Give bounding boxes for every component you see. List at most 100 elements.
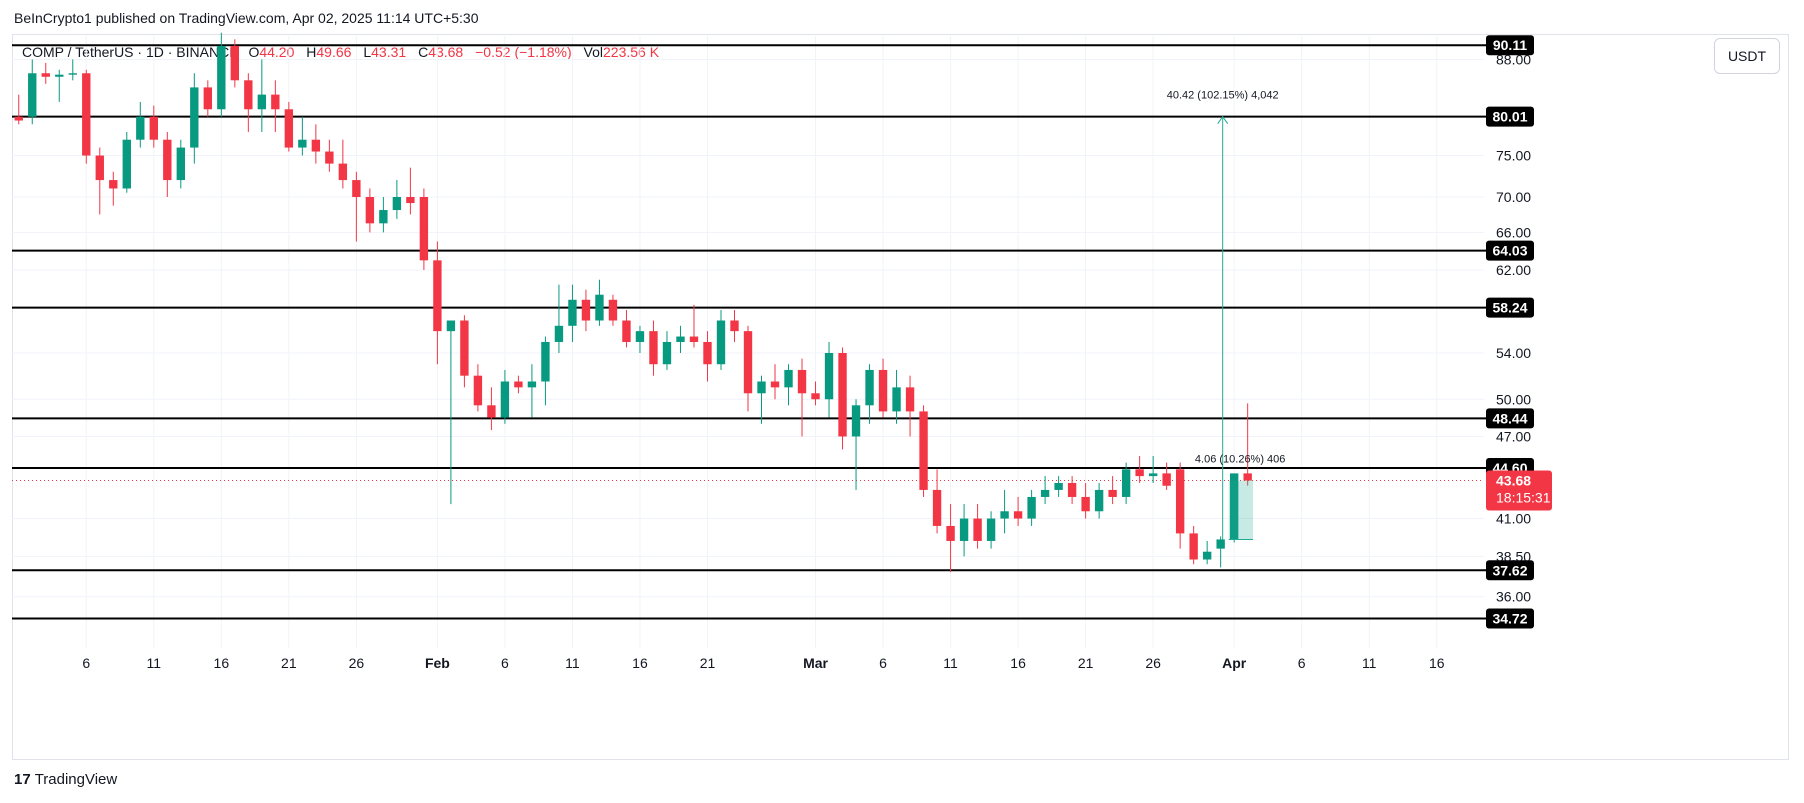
candle-body xyxy=(122,139,131,189)
candle-body xyxy=(973,518,982,541)
candle-body xyxy=(986,518,996,541)
level-label-bg xyxy=(1486,408,1534,429)
y-tick-label: 54.00 xyxy=(1496,345,1531,361)
y-axis: 88.00 75.00 70.00 66.00 62.00 54.00 50.00 47.00… xyxy=(1496,51,1531,604)
candle-body xyxy=(149,116,158,140)
horizontal-levels: 90.1180.0164.0358.2448.4444.6037.6234.72… xyxy=(12,35,1552,629)
x-tick-label: 21 xyxy=(700,655,716,671)
candle-body xyxy=(190,87,199,148)
candle-body xyxy=(82,73,91,156)
candle-body xyxy=(1000,511,1009,519)
level-label-bg xyxy=(1486,35,1534,56)
candle-body xyxy=(14,116,23,121)
candle-body xyxy=(1148,473,1158,477)
level-label: 58.24 xyxy=(1492,300,1527,316)
low-value: 43.31 xyxy=(371,44,407,60)
y-tick-label: 36.00 xyxy=(1496,589,1531,605)
y-tick-label: 50.00 xyxy=(1496,391,1531,407)
candle-body xyxy=(1135,469,1144,477)
candle-body xyxy=(473,375,483,406)
candle-body xyxy=(770,381,780,388)
projection-box xyxy=(1228,480,1254,540)
candle-body xyxy=(352,180,361,198)
y-tick-label: 38.50 xyxy=(1496,548,1531,564)
candle-body xyxy=(203,87,213,110)
candle-body xyxy=(1162,473,1171,486)
symbol-label[interactable]: COMP / TetherUS · 1D · BINANCE xyxy=(22,44,239,60)
x-tick-label: 6 xyxy=(82,655,90,671)
candle-body xyxy=(797,369,807,394)
x-tick-label: 11 xyxy=(943,655,958,671)
level-label: 90.11 xyxy=(1493,37,1527,53)
x-tick-label: 21 xyxy=(1078,655,1094,671)
candle-body xyxy=(527,381,537,388)
x-tick-label: 6 xyxy=(879,655,887,671)
x-tick-label: Apr xyxy=(1222,655,1247,671)
level-label: 80.01 xyxy=(1492,109,1527,125)
candle-body xyxy=(68,73,77,75)
candle-body xyxy=(608,299,618,321)
x-tick-label: 16 xyxy=(1429,655,1445,671)
countdown-label: 18:15:31 xyxy=(1496,489,1551,505)
candle-body xyxy=(1013,511,1023,519)
annotations: 40.42 (102.15%) 4,042 4.06 (10.26%) 406 xyxy=(1167,90,1286,540)
publisher-line: BeInCrypto1 published on TradingView.com… xyxy=(14,10,479,26)
candle-body xyxy=(649,331,658,365)
tradingview-brand[interactable]: TradingView xyxy=(34,771,118,788)
candle-body xyxy=(176,147,185,181)
candle-body xyxy=(325,151,334,164)
candle-body xyxy=(365,197,375,224)
candle-body xyxy=(824,353,834,400)
measure-label: 40.42 (102.15%) 4,042 xyxy=(1167,90,1279,102)
level-label-bg xyxy=(1486,560,1534,581)
candle-body xyxy=(163,139,172,181)
candle-body xyxy=(838,353,847,437)
measure-label: 4.06 (10.26%) 406 xyxy=(1195,453,1286,465)
change-value: −0.52 (−1.18%) xyxy=(475,44,572,60)
candle-body xyxy=(392,197,402,211)
candle-body xyxy=(716,320,726,365)
level-label-bg xyxy=(1486,608,1534,629)
level-label: 64.03 xyxy=(1492,243,1527,259)
close-label: C xyxy=(418,44,429,60)
y-tick-label: 41.00 xyxy=(1496,511,1531,527)
candle-body xyxy=(230,45,240,81)
x-tick-label: 26 xyxy=(1145,655,1161,671)
x-tick-label: 21 xyxy=(281,655,297,671)
candle-body xyxy=(271,94,280,110)
x-tick-label: 11 xyxy=(565,655,580,671)
candle-body xyxy=(757,381,766,394)
chart-frame xyxy=(12,34,1789,760)
candle-body xyxy=(1243,473,1252,481)
candle-body xyxy=(730,320,739,332)
candle-body xyxy=(1040,489,1050,497)
open-label: O xyxy=(248,44,260,60)
level-label-bg xyxy=(1486,297,1534,318)
candle-body xyxy=(892,387,901,412)
candle-body xyxy=(1121,469,1131,497)
x-tick-label: 26 xyxy=(349,655,365,671)
candle-body xyxy=(743,331,753,394)
candle-body xyxy=(419,197,429,261)
candle-body xyxy=(109,180,118,189)
open-value: 44.20 xyxy=(259,44,295,60)
level-label: 37.62 xyxy=(1492,562,1527,578)
candle-body xyxy=(689,336,699,342)
candle-body xyxy=(554,325,564,342)
level-label: 34.72 xyxy=(1492,610,1527,626)
y-tick-label: 70.00 xyxy=(1496,189,1531,205)
candle-body xyxy=(136,116,145,140)
y-tick-label: 88.00 xyxy=(1496,51,1531,67)
candle-body xyxy=(1216,539,1225,549)
y-tick-label: 62.00 xyxy=(1496,262,1531,278)
x-tick-label: Mar xyxy=(803,655,828,671)
high-value: 49.66 xyxy=(316,44,352,60)
candle-body xyxy=(244,80,253,110)
candle-body xyxy=(932,489,942,526)
candle-body xyxy=(55,74,64,77)
volume-label: Vol xyxy=(583,44,603,60)
candlestick-series xyxy=(14,32,1252,573)
low-label: L xyxy=(363,44,372,60)
currency-button[interactable]: USDT xyxy=(1714,38,1780,74)
